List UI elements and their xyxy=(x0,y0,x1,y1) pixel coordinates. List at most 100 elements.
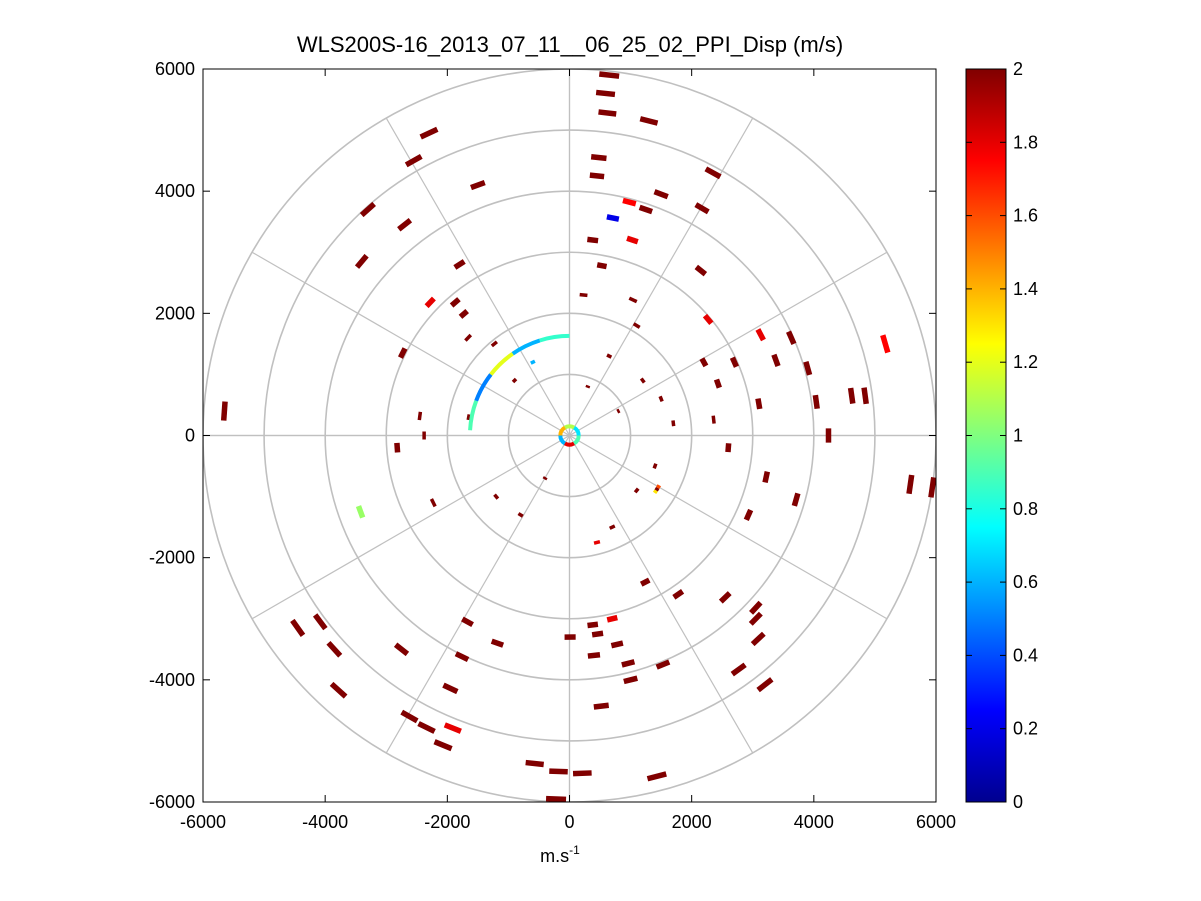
x-axis-label-base: m.s xyxy=(540,846,569,866)
y-tick-label: -6000 xyxy=(149,792,195,812)
data-point xyxy=(639,116,659,126)
data-point xyxy=(542,476,548,481)
colorbar-tick-label: 1.4 xyxy=(1013,279,1038,299)
y-tick-label: 4000 xyxy=(155,181,195,201)
data-point xyxy=(579,292,588,298)
data-point xyxy=(622,197,637,207)
colorbar-tick-label: 0.2 xyxy=(1013,719,1038,739)
center-ring-segment xyxy=(558,425,567,436)
data-point xyxy=(655,659,671,670)
colorbar-strip xyxy=(965,68,1007,803)
data-point xyxy=(906,474,915,495)
data-point xyxy=(653,189,669,200)
data-point xyxy=(672,589,685,600)
x-tick-label: 2000 xyxy=(672,812,712,832)
data-point xyxy=(621,659,636,668)
data-arc-segment xyxy=(511,338,541,356)
x-tick-label: 0 xyxy=(564,812,574,832)
x-axis-label: m.s-1 xyxy=(540,843,580,866)
data-point xyxy=(928,477,936,498)
colorbar-tick-label: 1 xyxy=(1013,426,1023,446)
data-point xyxy=(598,109,617,117)
y-tick-label: 0 xyxy=(185,426,195,446)
data-arc-segment xyxy=(489,352,514,376)
data-point xyxy=(694,202,710,215)
x-axis-label-exponent: -1 xyxy=(569,843,580,857)
data-point xyxy=(461,616,474,628)
data-point xyxy=(743,508,754,521)
data-point xyxy=(671,420,676,427)
data-point xyxy=(633,487,640,494)
data-point xyxy=(639,577,651,587)
data-point xyxy=(694,264,708,277)
data-arc-segment xyxy=(539,333,570,343)
data-point xyxy=(490,340,498,348)
polar-grid xyxy=(203,69,936,802)
data-point xyxy=(589,172,605,180)
data-point xyxy=(591,630,604,638)
data-point xyxy=(608,524,616,530)
x-tick-label: -4000 xyxy=(302,812,348,832)
data-point xyxy=(466,414,471,421)
data-point xyxy=(585,384,591,389)
data-point xyxy=(725,443,732,453)
data-point xyxy=(623,675,638,685)
data-arc-segment xyxy=(474,373,493,402)
data-point xyxy=(419,126,439,140)
colorbar-tick-label: 0 xyxy=(1013,792,1023,812)
data-point xyxy=(718,591,732,604)
data-point xyxy=(517,512,524,518)
y-tick-label: 2000 xyxy=(155,303,195,323)
data-point xyxy=(606,353,613,359)
data-point xyxy=(748,611,763,626)
data-point xyxy=(628,296,638,304)
data-point xyxy=(587,621,599,629)
data-point xyxy=(590,154,607,162)
data-point xyxy=(449,297,461,308)
data-point xyxy=(639,377,646,384)
data-point xyxy=(312,613,328,631)
data-point xyxy=(606,614,618,623)
data-arc-segment xyxy=(652,489,658,495)
data-point xyxy=(595,89,616,98)
data-point xyxy=(646,771,667,782)
data-point xyxy=(400,709,419,724)
data-point xyxy=(632,322,641,329)
y-tick-label: 6000 xyxy=(155,59,195,79)
data-point xyxy=(652,463,658,469)
data-point xyxy=(861,387,869,405)
data-marks xyxy=(220,71,936,802)
data-point xyxy=(394,442,401,453)
data-arc-segment xyxy=(468,400,479,431)
colorbar-tick-label: 0.8 xyxy=(1013,499,1038,519)
data-point xyxy=(593,702,610,710)
data-point xyxy=(749,600,763,615)
data-point xyxy=(549,768,568,775)
data-point xyxy=(755,398,763,410)
data-point xyxy=(443,722,462,734)
data-point xyxy=(658,395,664,403)
data-point xyxy=(417,411,423,421)
data-point xyxy=(847,387,856,404)
x-tick-label: -6000 xyxy=(180,812,226,832)
center-ring-segment xyxy=(563,424,576,430)
data-point xyxy=(730,662,747,677)
center-ring-segment xyxy=(563,441,576,447)
data-point xyxy=(429,498,437,508)
x-tick-label: 6000 xyxy=(916,812,956,832)
data-point xyxy=(490,638,505,648)
data-point xyxy=(545,795,567,802)
data-point xyxy=(803,361,813,376)
data-point xyxy=(442,682,459,695)
data-point xyxy=(713,378,722,389)
data-point xyxy=(702,313,714,326)
colorbar-tick-label: 1.8 xyxy=(1013,132,1038,152)
colorbar-tick-label: 1.2 xyxy=(1013,352,1038,372)
data-point xyxy=(404,153,423,168)
data-point xyxy=(786,330,797,345)
data-point xyxy=(610,640,624,649)
plot-area: -6000 -4000 -2000 0 2000 4000 6000 -6000 -4000 -2… xyxy=(149,59,956,832)
y-tick-label: -2000 xyxy=(149,548,195,568)
data-point xyxy=(454,651,470,663)
